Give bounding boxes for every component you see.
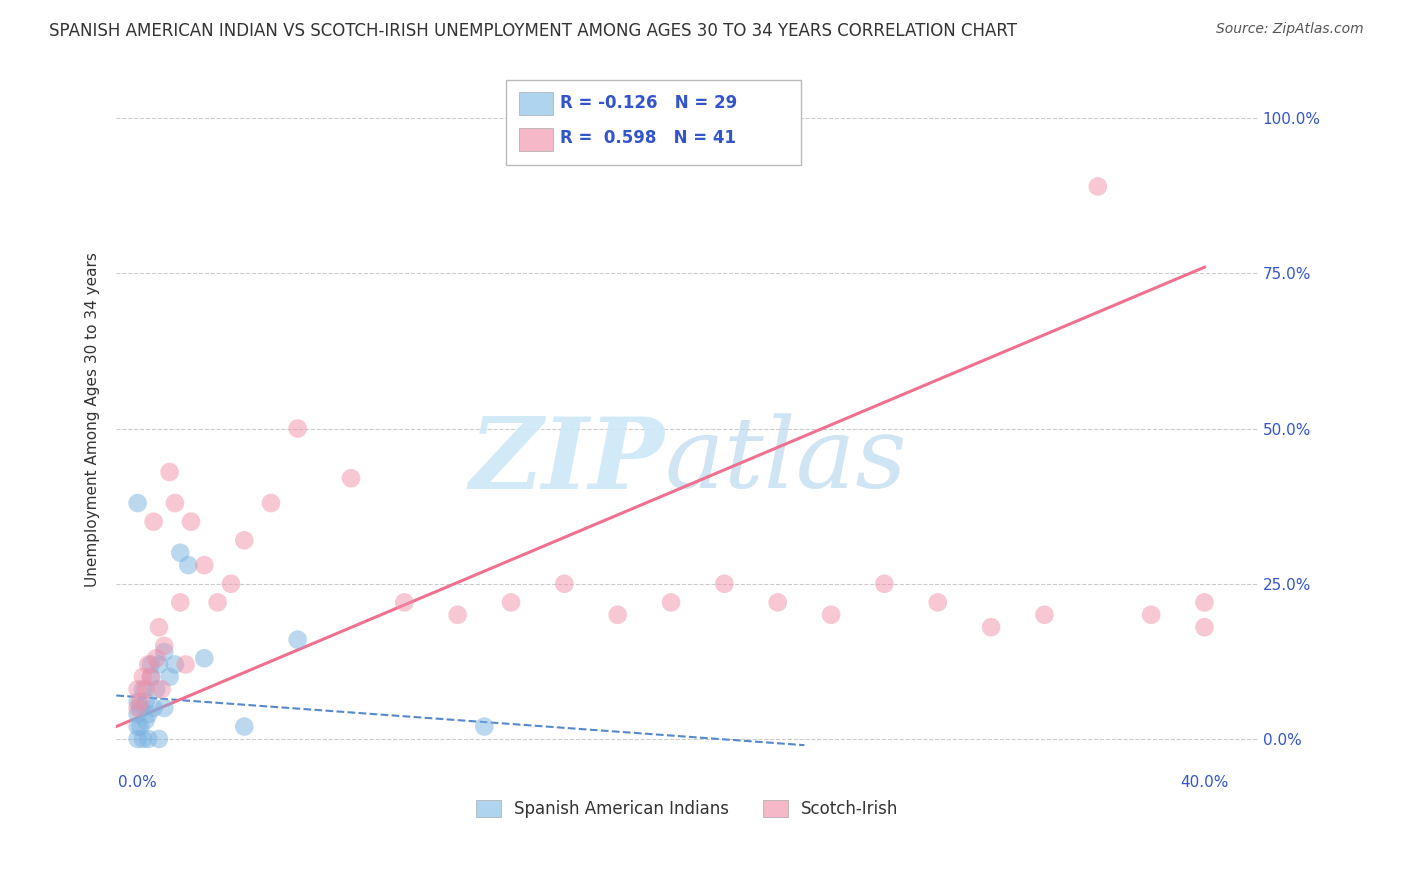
Point (1140, 607, 1163, 622)
Point (193, 651, 215, 665)
Point (129, 701, 152, 715)
Point (136, 707, 159, 722)
Point (139, 670, 162, 684)
Point (139, 670, 162, 684)
Text: SPANISH AMERICAN INDIAN VS SCOTCH-IRISH UNEMPLOYMENT AMONG AGES 30 TO 34 YEARS C: SPANISH AMERICAN INDIAN VS SCOTCH-IRISH … (49, 22, 1017, 40)
Point (1087, 179, 1109, 194)
Y-axis label: Unemployment Among Ages 30 to 34 years: Unemployment Among Ages 30 to 34 years (86, 252, 100, 587)
Point (127, 695, 149, 709)
Point (873, 576, 896, 591)
Point (153, 701, 176, 715)
Point (148, 731, 170, 746)
Point (127, 707, 149, 722)
Point (233, 533, 256, 548)
Point (1194, 595, 1216, 609)
Point (169, 546, 191, 560)
Point (127, 731, 149, 746)
Point (145, 682, 167, 697)
Point (659, 595, 682, 609)
Point (132, 670, 155, 684)
Point (129, 720, 152, 734)
Point (163, 657, 186, 672)
Point (127, 701, 149, 715)
Point (260, 496, 283, 510)
Point (820, 607, 842, 622)
Point (219, 576, 242, 591)
Point (766, 595, 789, 609)
Point (127, 682, 149, 697)
Point (148, 620, 170, 634)
Point (135, 714, 157, 728)
Point (472, 720, 495, 734)
Point (340, 471, 363, 485)
Point (713, 576, 735, 591)
Point (135, 682, 157, 697)
Point (135, 695, 157, 709)
Point (1194, 620, 1216, 634)
Point (127, 720, 149, 734)
Text: Source: ZipAtlas.com: Source: ZipAtlas.com (1216, 22, 1364, 37)
Point (394, 595, 416, 609)
Point (180, 515, 202, 529)
Point (159, 465, 181, 479)
Point (177, 558, 200, 573)
Point (447, 607, 470, 622)
Point (159, 670, 181, 684)
Text: atlas: atlas (664, 414, 907, 509)
Point (287, 421, 309, 435)
Point (150, 682, 173, 697)
Point (129, 695, 152, 709)
Legend: Spanish American Indians, Scotch-Irish: Spanish American Indians, Scotch-Irish (470, 793, 905, 825)
Point (287, 632, 309, 647)
Point (153, 639, 176, 653)
Point (163, 496, 186, 510)
Point (142, 701, 165, 715)
Point (132, 682, 155, 697)
Text: ZIP: ZIP (470, 413, 664, 509)
Point (233, 720, 256, 734)
Point (136, 657, 159, 672)
Point (139, 657, 162, 672)
Point (606, 607, 628, 622)
Point (1033, 607, 1056, 622)
Point (153, 645, 176, 659)
Point (136, 731, 159, 746)
Point (127, 496, 149, 510)
Point (142, 515, 165, 529)
Point (174, 657, 197, 672)
Point (499, 595, 522, 609)
Point (148, 657, 170, 672)
Point (193, 558, 215, 573)
Point (980, 620, 1002, 634)
Point (132, 731, 155, 746)
Text: R =  0.598   N = 41: R = 0.598 N = 41 (560, 129, 735, 147)
Point (927, 595, 949, 609)
Point (207, 595, 229, 609)
Point (145, 651, 167, 665)
Point (169, 595, 191, 609)
Text: R = -0.126   N = 29: R = -0.126 N = 29 (560, 94, 737, 112)
Point (553, 576, 575, 591)
